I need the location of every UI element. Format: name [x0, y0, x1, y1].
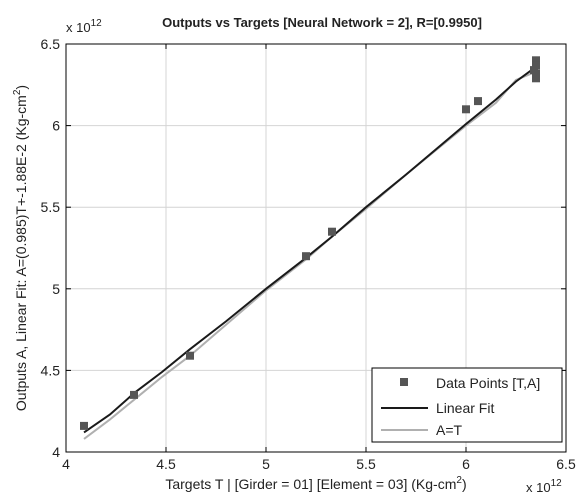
y-tick-label: 4 — [52, 444, 60, 460]
legend: Data Points [T,A] Linear Fit A=T — [371, 367, 563, 443]
plot-frame — [65, 43, 567, 453]
x-tick-label: 4.5 — [156, 456, 176, 472]
grid — [65, 43, 567, 453]
y-exponent-power: 12 — [91, 18, 103, 29]
y-exponent-label: x 1012 — [66, 18, 102, 35]
y-axis-label-main: Outputs A, Linear Fit: A=(0.985)T+-1.88E… — [13, 95, 29, 411]
x-axis-label-main: Targets T | [Girder = 01] [Element = 03]… — [165, 476, 456, 492]
y-axis-label: Outputs A, Linear Fit: A=(0.985)T+-1.88E… — [12, 85, 29, 411]
data-point — [328, 227, 336, 236]
x-tick-label: 6.5 — [556, 456, 576, 472]
y-tick-label: 5.5 — [41, 199, 61, 215]
x-tick-label: 5.5 — [356, 456, 376, 472]
x-tick-label: 5 — [262, 456, 270, 472]
y-exponent-base: x 10 — [66, 20, 91, 35]
y-axis-label-sup: 2 — [12, 89, 23, 95]
legend-marker-data-points — [400, 378, 408, 386]
legend-label-data-points: Data Points [T,A] — [436, 375, 540, 391]
data-point — [532, 56, 540, 65]
x-tick-label: 4 — [62, 456, 70, 472]
y-tick-label: 6.5 — [41, 36, 61, 52]
data-point — [532, 74, 540, 83]
data-point — [302, 252, 310, 261]
chart-title: Outputs vs Targets [Neural Network = 2],… — [162, 15, 482, 30]
x-axis-label-sup: 2 — [456, 475, 462, 486]
x-axis-label: Targets T | [Girder = 01] [Element = 03]… — [165, 475, 466, 492]
legend-label-a-equals-t: A=T — [436, 422, 463, 438]
data-point — [462, 105, 470, 114]
y-tick-label: 4.5 — [41, 362, 61, 378]
y-tick-label: 5 — [52, 281, 60, 297]
x-tick-label: 6 — [462, 456, 470, 472]
x-exponent-label: x 1012 — [526, 478, 562, 495]
x-exponent-base: x 10 — [526, 480, 551, 495]
x-axis-label-end: ) — [462, 476, 467, 492]
y-axis-label-end: ) — [13, 85, 29, 90]
data-point — [532, 69, 540, 78]
data-point — [532, 61, 540, 70]
data-point — [474, 97, 482, 106]
series-layer — [80, 56, 540, 440]
data-point — [186, 351, 194, 360]
x-exponent-power: 12 — [551, 478, 563, 489]
legend-label-linear-fit: Linear Fit — [436, 400, 494, 416]
y-tick-label: 6 — [52, 118, 60, 134]
data-point — [130, 390, 138, 399]
ticks: 4 4.5 5 5.5 6 6.5 4 4.5 5 5.5 6 6.5 — [41, 36, 576, 472]
data-point — [80, 421, 88, 430]
